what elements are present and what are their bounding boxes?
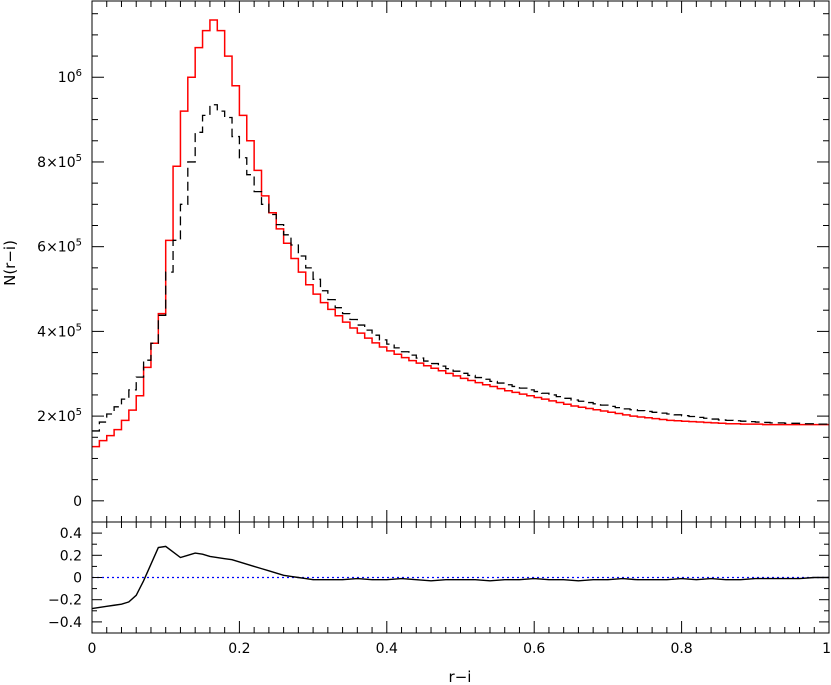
series-line-red xyxy=(92,19,829,448)
y-tick-label: 6×105 xyxy=(37,238,82,256)
residual-line xyxy=(91,545,829,610)
series-line-dashed xyxy=(92,104,829,432)
y-tick-label: −0.2 xyxy=(48,593,82,609)
y-tick-label: 4×105 xyxy=(37,322,82,340)
x-tick-label: 0.8 xyxy=(670,641,692,657)
y-tick-label: 106 xyxy=(58,68,82,86)
x-tick-label: 0.2 xyxy=(228,641,250,657)
bottom-series-group xyxy=(91,545,829,610)
y-tick-label: −0.4 xyxy=(48,615,82,631)
x-axis-label: r−i xyxy=(449,668,472,685)
top-series-group xyxy=(92,19,829,448)
y-tick-label: 0 xyxy=(73,494,82,510)
bottom-axes: −0.4 −0.2 0 0.2 0.4 0 0.2 0.4 0.6 0.8 1 xyxy=(48,521,831,657)
y-tick-label: 8×105 xyxy=(37,153,82,171)
y-tick-label: 2×105 xyxy=(37,407,82,425)
y-tick-label: 0 xyxy=(73,571,82,587)
x-tick-label: 0.6 xyxy=(523,641,545,657)
y-axis-label: N(r−i) xyxy=(1,240,19,286)
x-tick-label: 1 xyxy=(822,641,831,657)
y-tick-label: 0.4 xyxy=(60,526,82,542)
x-tick-label: 0.4 xyxy=(376,641,398,657)
y-tick-label: 0.2 xyxy=(60,548,82,564)
bottom-panel: −0.4 −0.2 0 0.2 0.4 0 0.2 0.4 0.6 0.8 1 xyxy=(48,521,831,657)
x-tick-label: 0 xyxy=(88,641,97,657)
top-axes: 0 2×105 4×105 6×105 8×105 106 xyxy=(37,0,830,523)
top-plot-frame xyxy=(91,0,830,523)
top-panel: 0 2×105 4×105 6×105 8×105 106 xyxy=(37,0,830,523)
